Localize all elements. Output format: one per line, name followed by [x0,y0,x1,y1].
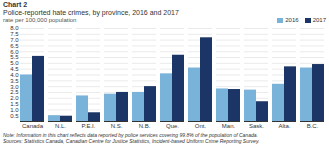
svg-text:6.5: 6.5 [10,43,19,49]
svg-text:5.5: 5.5 [10,54,19,60]
svg-text:2.0: 2.0 [10,95,19,101]
svg-text:Ont.: Ont. [195,123,207,129]
html-text:Chart 2: Chart 2 [3,1,28,8]
svg-text:N.L.: N.L. [55,123,66,129]
html-text:Note: Information in this char: Note: Information in this chart reflects… [3,132,258,138]
svg-text:7.0: 7.0 [10,37,19,43]
svg-text:Alta.: Alta. [278,123,290,129]
svg-text:Sask.: Sask. [249,123,264,129]
svg-text:3.0: 3.0 [10,84,19,90]
svg-text:8.0: 8.0 [10,25,19,31]
svg-text:B.C.: B.C. [307,123,319,129]
svg-text:4.5: 4.5 [10,66,19,72]
html-text:Sources: Statistics Canada, Ca: Sources: Statistics Canada, Canadian Cen… [3,138,260,144]
html-text:rate per 100,000 population: rate per 100,000 population [3,17,77,23]
svg-text:0.5: 0.5 [10,113,19,119]
svg-text:1.0: 1.0 [10,107,19,113]
svg-text:Canada: Canada [22,123,44,129]
svg-text:Man.: Man. [222,123,236,129]
svg-text:P.E.I.: P.E.I. [82,123,96,129]
svg-text:3.5: 3.5 [10,78,19,84]
svg-text:5.0: 5.0 [10,60,19,66]
html-text:2017: 2017 [312,17,326,23]
html-text:Police-reported hate crimes, b: Police-reported hate crimes, by province… [3,9,179,16]
svg-text:7.5: 7.5 [10,31,19,37]
svg-text:N.S.: N.S. [111,123,123,129]
svg-text:2.5: 2.5 [10,89,19,95]
svg-text:1.5: 1.5 [10,101,19,107]
svg-text:6.0: 6.0 [10,49,19,55]
svg-text:4.0: 4.0 [10,72,19,78]
html-text:2016: 2016 [285,17,299,23]
svg-text:N.B.: N.B. [139,123,151,129]
svg-text:Que.: Que. [166,123,179,129]
